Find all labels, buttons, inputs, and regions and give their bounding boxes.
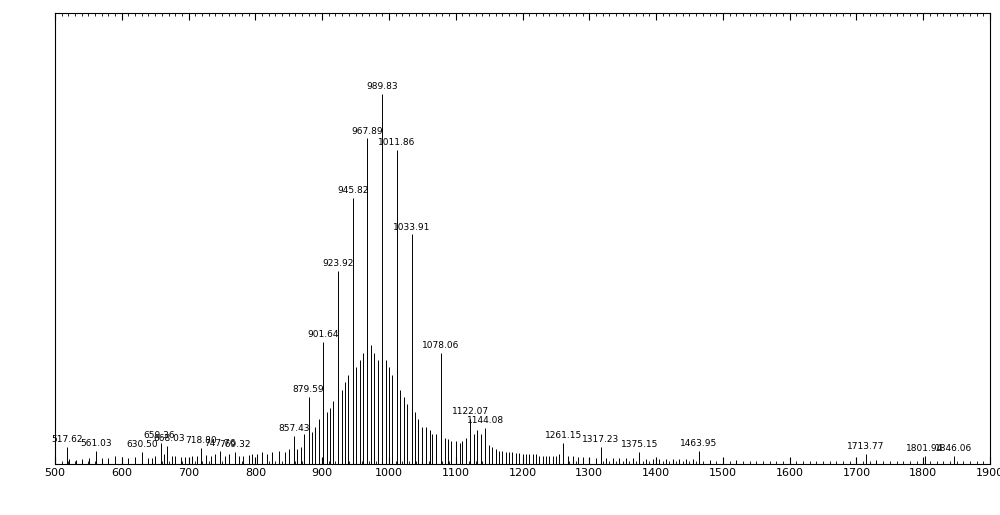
Text: 1317.23: 1317.23	[582, 435, 619, 444]
Text: 857.43: 857.43	[278, 424, 309, 433]
Text: 1144.08: 1144.08	[467, 417, 504, 425]
Text: 561.03: 561.03	[80, 439, 112, 448]
Text: 517.62: 517.62	[51, 435, 83, 444]
Text: 901.64: 901.64	[307, 330, 339, 339]
Text: 630.50: 630.50	[126, 440, 158, 449]
Text: 879.59: 879.59	[293, 385, 324, 394]
Text: 1078.06: 1078.06	[422, 341, 460, 350]
Text: 659.36: 659.36	[143, 431, 175, 440]
Text: 1375.15: 1375.15	[621, 440, 658, 450]
Text: 1011.86: 1011.86	[378, 138, 416, 147]
Text: 769.32: 769.32	[219, 440, 251, 450]
Text: 668.03: 668.03	[153, 434, 185, 443]
Text: 967.89: 967.89	[352, 127, 383, 135]
Text: 718.80: 718.80	[185, 436, 217, 445]
Text: 1846.06: 1846.06	[935, 444, 973, 453]
Text: 747.76: 747.76	[205, 439, 236, 448]
Text: 945.82: 945.82	[337, 185, 368, 195]
Text: 923.92: 923.92	[322, 260, 354, 268]
Text: 1261.15: 1261.15	[545, 431, 582, 440]
Text: 1713.77: 1713.77	[847, 442, 884, 451]
Text: 1801.94: 1801.94	[906, 444, 943, 453]
Text: 989.83: 989.83	[366, 82, 398, 91]
Text: 1033.91: 1033.91	[393, 222, 430, 232]
Text: 1122.07: 1122.07	[452, 407, 489, 416]
Text: 1463.95: 1463.95	[680, 439, 717, 448]
